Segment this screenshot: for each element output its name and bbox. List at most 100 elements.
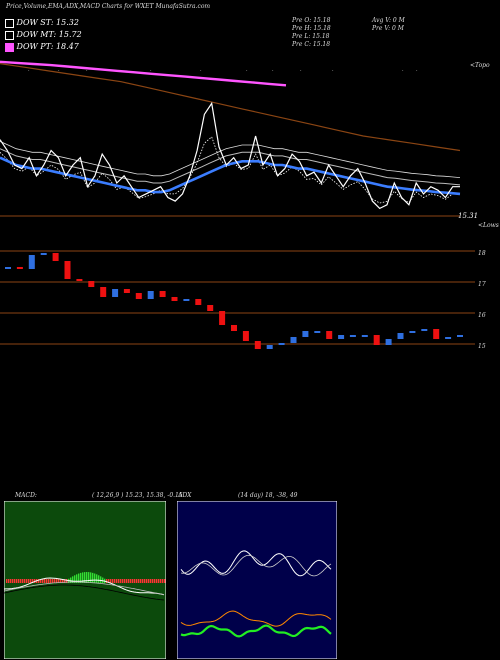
prev-volume: Pre V: 0 M: [372, 25, 404, 32]
ema-long-line: [0, 63, 461, 152]
macd-hist-bar-41: [88, 572, 90, 583]
candle-17: [195, 299, 202, 305]
macd-hist-bar-4: [14, 579, 16, 583]
macd-hist-bar-45: [96, 574, 98, 583]
top-tick-0: ·: [28, 68, 30, 74]
macd-hist-bar-66: [138, 579, 140, 583]
macd-hist-bar-8: [22, 579, 24, 583]
macd-hist-bar-34: [74, 575, 76, 583]
macd-hist-bar-61: [128, 579, 130, 583]
macd-hist-bar-74: [154, 579, 156, 583]
macd-hist-bar-2: [10, 579, 12, 583]
ema-dotted-line: [0, 136, 460, 204]
top-tick-7: ·: [272, 68, 274, 74]
candle-9: [100, 287, 107, 297]
macd-hist-bar-11: [28, 579, 30, 583]
macd-hist-bar-12: [30, 579, 32, 583]
candle-2: [16, 267, 23, 269]
macd-hist-bar-60: [126, 579, 128, 583]
macd-hist-bar-13: [32, 579, 34, 583]
candle-26: [302, 331, 309, 337]
macd-signal-line: [4, 581, 165, 595]
macd-hist-bar-63: [132, 579, 134, 583]
candle-22: [254, 341, 261, 349]
macd-label: MACD:: [15, 492, 37, 499]
macd-hist-bar-62: [130, 579, 132, 583]
candle-32: [373, 335, 380, 345]
macd-hist-bar-30: [66, 579, 68, 583]
macd-hist-bar-67: [140, 579, 142, 583]
legend-label: DOW PT: 18.47: [16, 42, 79, 51]
adx-values: (14 day) 18, -38, 49: [238, 492, 298, 499]
candle-13: [147, 291, 154, 299]
candle-27: [314, 331, 321, 333]
macd-hist-bar-76: [158, 579, 160, 583]
candle-10: [112, 289, 119, 297]
macd-hist-bar-37: [80, 572, 82, 583]
candle-1: [5, 267, 11, 269]
candle-30: [349, 335, 356, 337]
ema-mid-line: [0, 148, 461, 186]
candle-16: [183, 299, 190, 301]
avg-volume: Avg V: 0 M: [372, 17, 405, 24]
macd-hist-bar-3: [12, 579, 14, 583]
macd-hist-bar-56: [118, 579, 120, 583]
macd-hist-bar-26: [58, 579, 60, 583]
candle-37: [433, 329, 440, 339]
candle-6: [64, 261, 71, 279]
macd-line: [4, 577, 165, 596]
macd-hist-bar-43: [92, 572, 94, 583]
macd-hist-bar-7: [20, 579, 22, 583]
macd-hist-bar-22: [50, 579, 52, 583]
candle-19: [219, 311, 226, 325]
macd-hist-bar-21: [48, 579, 50, 583]
price-chart: ··························: [0, 60, 461, 217]
macd-hist-bar-1: [8, 579, 10, 583]
macd-chart: [4, 501, 166, 659]
legend-label: DOW MT: 15.72: [16, 30, 82, 39]
dow-mt-line: [0, 156, 461, 196]
legend-swatch: [5, 30, 14, 40]
price-ticks: ··························: [28, 68, 418, 74]
macd-hist-bar-53: [112, 579, 114, 583]
dow-st-line: [0, 101, 460, 210]
candle-25: [290, 337, 297, 343]
macd-hist-bar-29: [64, 579, 66, 583]
prev-low: Pre L: 15.18: [292, 33, 330, 40]
legend-dow-st: DOW ST: 15.32: [5, 18, 79, 28]
macd-hist-bar-54: [114, 579, 116, 583]
adx-di-plus-line: [180, 610, 332, 627]
macd-hist-bar-73: [152, 579, 154, 583]
candle-12: [135, 293, 142, 299]
macd-histogram: [6, 572, 166, 583]
prev-open: Pre O: 15.18: [292, 17, 331, 24]
macd-hist-bar-64: [134, 579, 136, 583]
topo-label: <Topo: [470, 62, 490, 69]
macd-hist-bar-27: [60, 579, 62, 583]
macd-hist-bar-71: [148, 579, 150, 583]
macd-hist-bar-58: [122, 579, 124, 583]
macd-hist-bar-52: [110, 579, 112, 583]
candle-14: [159, 291, 166, 297]
top-tick-2: ·: [86, 68, 88, 74]
legend-dow-mt: DOW MT: 15.72: [5, 30, 82, 40]
top-tick-1: ·: [58, 68, 60, 74]
macd-hist-bar-79: [164, 579, 166, 583]
macd-hist-bar-68: [142, 579, 144, 583]
chart-title: Price,Volume,EMA,ADX,MACD Charts for WXE…: [6, 3, 211, 10]
candle-35: [409, 331, 416, 333]
macd-hist-bar-78: [162, 579, 164, 583]
adx-frame: [177, 501, 337, 659]
macd-hist-bar-16: [38, 579, 40, 583]
macd-hist-bar-42: [90, 572, 92, 583]
macd-hist-bar-44: [94, 573, 96, 583]
macd-hist-bar-19: [44, 579, 46, 583]
macd-hist-bar-38: [82, 572, 84, 583]
macd-hist-bar-24: [54, 579, 56, 583]
macd-hist-bar-77: [160, 579, 162, 583]
macd-line-3: [4, 584, 165, 601]
legend-dow-pt: DOW PT: 18.47: [5, 42, 79, 52]
macd-hist-bar-25: [56, 579, 58, 583]
macd-hist-bar-70: [146, 579, 148, 583]
macd-hist-bar-65: [136, 579, 138, 583]
